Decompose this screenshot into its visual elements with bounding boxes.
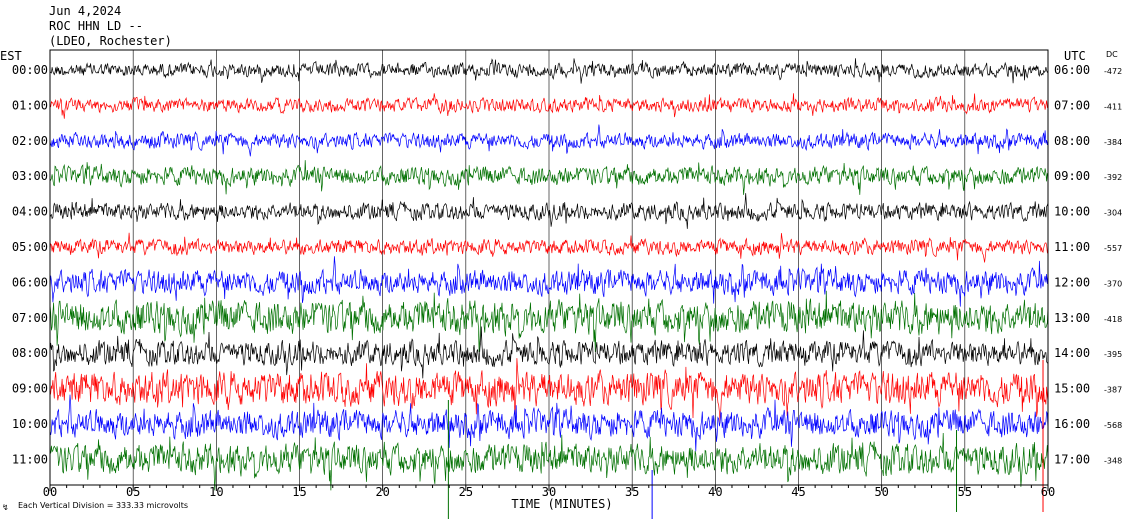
- trace-row-07:00: [49, 290, 1049, 352]
- dc-row-value: -411: [1104, 102, 1122, 111]
- trace-row-02:00: [49, 124, 1049, 157]
- x-tick-label: 45: [791, 485, 805, 499]
- est-axis-label: EST: [0, 49, 22, 63]
- trace-row-04:00: [49, 193, 1049, 229]
- x-axis-title: TIME (MINUTES): [511, 497, 612, 511]
- est-row-label: 07:00: [12, 311, 48, 325]
- utc-row-label: 12:00: [1054, 275, 1090, 289]
- vertical-division-note: Each Vertical Division = 333.33 microvol…: [18, 501, 188, 510]
- est-row-label: 06:00: [12, 275, 48, 289]
- utc-row-label: 06:00: [1054, 63, 1090, 77]
- trace-row-00:00: [49, 58, 1049, 84]
- dc-row-value: -384: [1104, 138, 1122, 147]
- trace-row-09:00: [49, 358, 1049, 423]
- est-row-label: 08:00: [12, 346, 48, 360]
- seismic-traces: [49, 58, 1049, 519]
- dc-row-value: -304: [1104, 209, 1122, 218]
- utc-axis-label: UTC: [1064, 49, 1086, 63]
- x-tick-label: 50: [874, 485, 888, 499]
- utc-row-label: 16:00: [1054, 417, 1090, 431]
- header-network: (LDEO, Rochester): [49, 34, 172, 48]
- x-tick-label: 55: [958, 485, 972, 499]
- dc-row-value: -557: [1104, 244, 1122, 253]
- dc-row-value: -370: [1104, 279, 1122, 288]
- x-tick-label: 40: [708, 485, 722, 499]
- trace-row-06:00: [49, 256, 1049, 307]
- trace-row-08:00: [49, 326, 1049, 379]
- utc-row-label: 07:00: [1054, 98, 1090, 112]
- est-row-label: 04:00: [12, 205, 48, 219]
- x-tick-label: 35: [625, 485, 639, 499]
- trace-row-03:00: [49, 160, 1049, 195]
- dc-row-value: -392: [1104, 173, 1122, 182]
- est-row-label: 09:00: [12, 382, 48, 396]
- utc-row-label: 08:00: [1054, 134, 1090, 148]
- dc-row-value: -568: [1104, 421, 1122, 430]
- trace-row-05:00: [49, 232, 1049, 263]
- est-row-label: 05:00: [12, 240, 48, 254]
- x-tick-label: 60: [1041, 485, 1055, 499]
- dc-row-value: -472: [1104, 67, 1122, 76]
- x-tick-label: 20: [375, 485, 389, 499]
- x-tick-label: 25: [459, 485, 473, 499]
- est-row-label: 01:00: [12, 98, 48, 112]
- header-station: ROC HHN LD --: [49, 19, 143, 33]
- dc-row-value: -395: [1104, 350, 1122, 359]
- x-tick-label: 00: [43, 485, 57, 499]
- utc-row-label: 11:00: [1054, 240, 1090, 254]
- utc-row-label: 14:00: [1054, 346, 1090, 360]
- time-grid: [132, 50, 966, 485]
- x-tick-label: 05: [126, 485, 140, 499]
- x-tick-label: 30: [542, 485, 556, 499]
- dc-row-value: -387: [1104, 386, 1122, 395]
- est-row-label: 11:00: [12, 452, 48, 466]
- est-row-label: 10:00: [12, 417, 48, 431]
- utc-row-label: 10:00: [1054, 205, 1090, 219]
- utc-row-label: 13:00: [1054, 311, 1090, 325]
- dc-row-value: -418: [1104, 315, 1122, 324]
- utc-row-label: 09:00: [1054, 169, 1090, 183]
- scale-glyph-icon: ↯: [2, 503, 9, 512]
- trace-row-01:00: [49, 93, 1049, 119]
- dc-label: DC: [1106, 50, 1118, 59]
- est-row-label: 03:00: [12, 169, 48, 183]
- est-row-label: 00:00: [12, 63, 48, 77]
- trace-row-11:00: [49, 432, 1049, 491]
- x-axis: 00 05 10 15 20 25 30 35 40 45 50 55 60: [43, 485, 1055, 499]
- x-tick-label: 15: [292, 485, 306, 499]
- header-date: Jun 4,2024: [49, 4, 122, 18]
- utc-row-label: 15:00: [1054, 382, 1090, 396]
- trace-row-10:00: [49, 394, 1049, 452]
- x-tick-label: 10: [209, 485, 223, 499]
- dc-row-value: -348: [1104, 456, 1122, 465]
- utc-row-label: 17:00: [1054, 452, 1090, 466]
- est-row-label: 02:00: [12, 134, 48, 148]
- row-labels: 00:00 06:00 -472 01:00 07:00 -411 02:00 08:00 -3…: [12, 63, 1122, 466]
